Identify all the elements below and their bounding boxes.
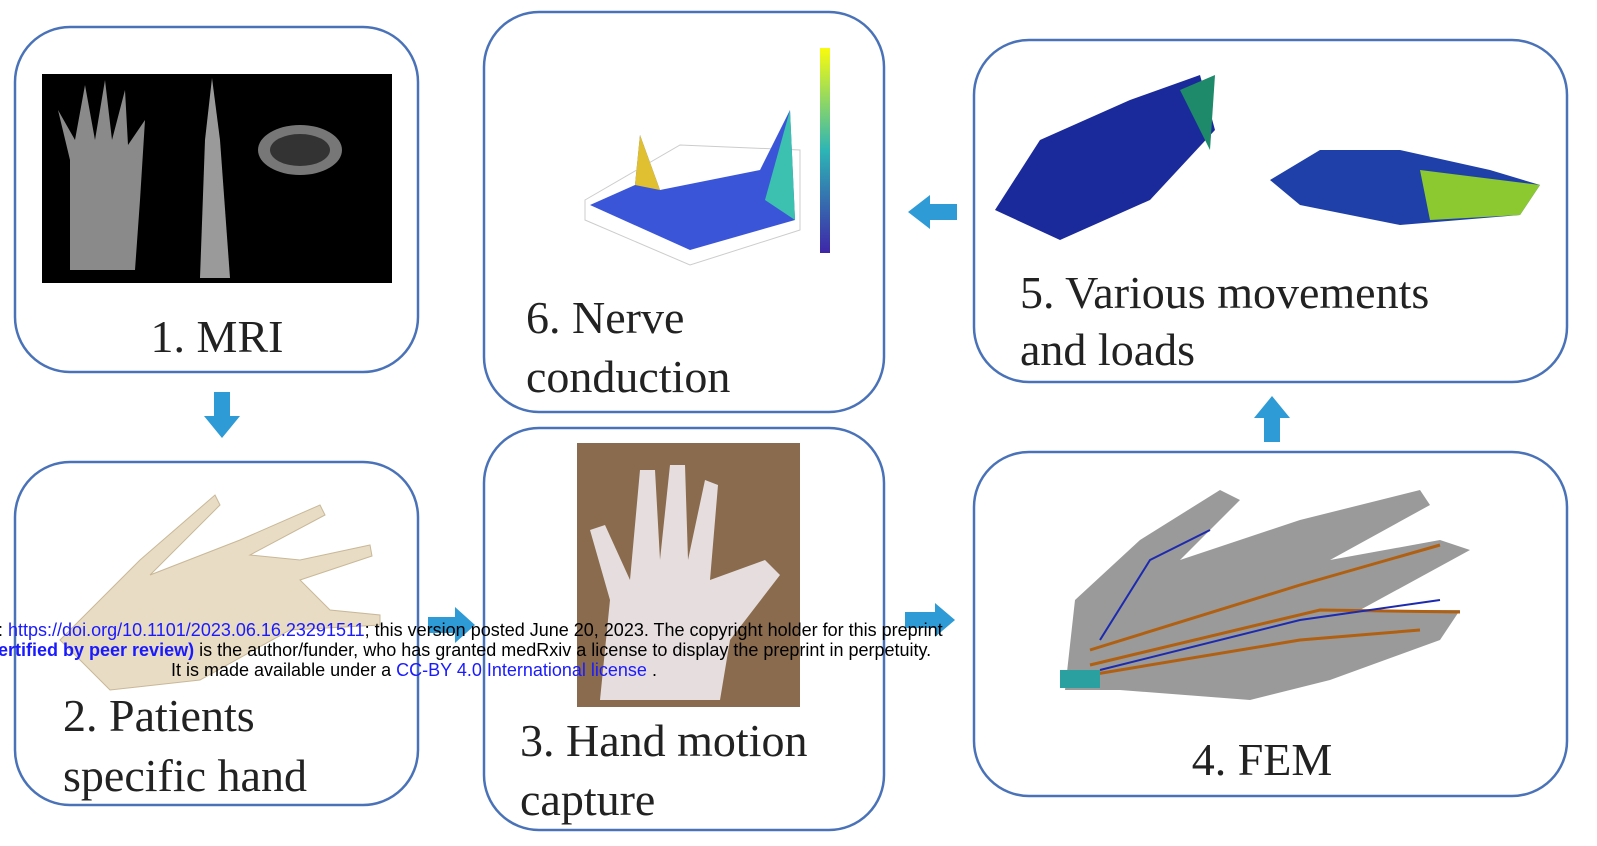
arrow-down [204, 392, 240, 438]
fem-model [1060, 490, 1470, 700]
arrow-right [905, 603, 955, 637]
node-label: specific hand [63, 750, 307, 801]
node-label: and loads [1020, 324, 1195, 375]
notice-link[interactable]: CC-BY 4.0 International license [396, 660, 647, 680]
movement-hands [995, 75, 1540, 240]
node-label: 1. MRI [151, 311, 284, 362]
notice-text: ; this version posted June 20, 2023. The… [365, 620, 943, 640]
mri-image [42, 74, 392, 283]
node-label: conduction [526, 351, 730, 402]
node-label: 2. Patients [63, 690, 255, 741]
notice-text: It is made available under a [171, 660, 396, 680]
arrow-right [428, 607, 475, 643]
arrow-left [908, 195, 957, 229]
notice-text: . [647, 660, 657, 680]
node-label: capture [520, 774, 655, 825]
arrow-up [1254, 396, 1290, 442]
notice-text: ertified by peer review) [0, 640, 194, 660]
notice-link[interactable]: https://doi.org/10.1101/2023.06.16.23291… [8, 620, 365, 640]
node-label: 3. Hand motion [520, 715, 807, 766]
node-label: 6. Nerve [526, 292, 684, 343]
notice-text: is the author/funder, who has granted me… [194, 640, 931, 660]
node-label: 4. FEM [1192, 734, 1333, 785]
notice-line: It is made available under a CC-BY 4.0 I… [171, 660, 657, 680]
notice-line: : https://doi.org/10.1101/2023.06.16.232… [0, 620, 943, 640]
surface-plot [584, 48, 830, 266]
node-label: 5. Various movements [1020, 267, 1429, 318]
notice-text: : [0, 620, 8, 640]
hand-photo [577, 443, 800, 707]
hand-bones [59, 494, 381, 691]
notice-line: ertified by peer review) is the author/f… [0, 640, 931, 660]
